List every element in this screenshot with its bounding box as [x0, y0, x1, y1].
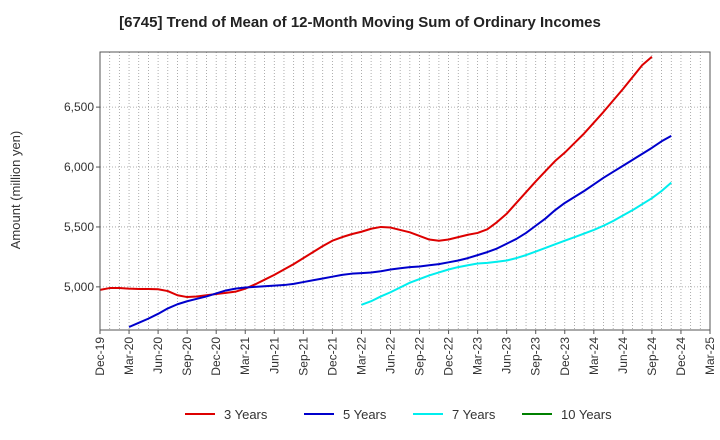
- legend-label: 7 Years: [452, 407, 496, 422]
- y-axis-title: Amount (million yen): [8, 131, 23, 250]
- x-tick-label: Mar-20: [122, 337, 136, 375]
- legend-label: 10 Years: [561, 407, 612, 422]
- x-tick-label: Mar-24: [587, 337, 601, 375]
- plot-border: [99, 51, 711, 331]
- x-tick-label: Jun-20: [151, 337, 165, 374]
- x-tick-label: Dec-21: [325, 337, 339, 376]
- legend-label: 5 Years: [343, 407, 387, 422]
- legend-label: 3 Years: [224, 407, 268, 422]
- x-tick-label: Mar-25: [703, 337, 717, 375]
- series-line-7-years: [361, 181, 672, 306]
- plot-frame: [99, 51, 711, 331]
- y-tick-label: 6,500: [64, 100, 94, 114]
- y-tick-label: 5,000: [64, 280, 94, 294]
- series-lines: [99, 56, 672, 328]
- x-axis-ticks: Dec-19 Mar-20 Jun-20 Sep-20 Dec-20 Mar-21 Jun-…: [93, 330, 717, 376]
- y-axis-ticks: 5,000 5,500 6,000 6,500: [64, 100, 100, 294]
- x-tick-label: Dec-22: [442, 337, 456, 376]
- x-tick-label: Sep-24: [645, 337, 659, 376]
- x-tick-label: Mar-22: [354, 337, 368, 375]
- x-tick-label: Sep-20: [180, 337, 194, 376]
- x-tick-label: Mar-23: [471, 337, 485, 375]
- x-tick-label: Mar-21: [238, 337, 252, 375]
- chart-title: [6745] Trend of Mean of 12-Month Moving …: [119, 14, 601, 31]
- series-line-5-years: [128, 135, 672, 328]
- x-tick-label: Jun-24: [616, 337, 630, 374]
- x-tick-label: Dec-19: [93, 337, 107, 376]
- x-tick-label: Dec-20: [209, 337, 223, 376]
- y-tick-label: 5,500: [64, 220, 94, 234]
- x-tick-label: Dec-24: [674, 337, 688, 376]
- y-tick-label: 6,000: [64, 160, 94, 174]
- x-tick-label: Sep-22: [413, 337, 427, 376]
- x-tick-label: Sep-23: [529, 337, 543, 376]
- x-tick-label: Jun-21: [267, 337, 281, 374]
- x-tick-label: Jun-23: [500, 337, 514, 374]
- x-tick-label: Sep-21: [296, 337, 310, 376]
- x-tick-label: Dec-23: [558, 337, 572, 376]
- series-line-3-years: [99, 56, 653, 299]
- x-tick-label: Jun-22: [383, 337, 397, 374]
- legend: 3 Years 5 Years 7 Years 10 Years: [185, 407, 612, 422]
